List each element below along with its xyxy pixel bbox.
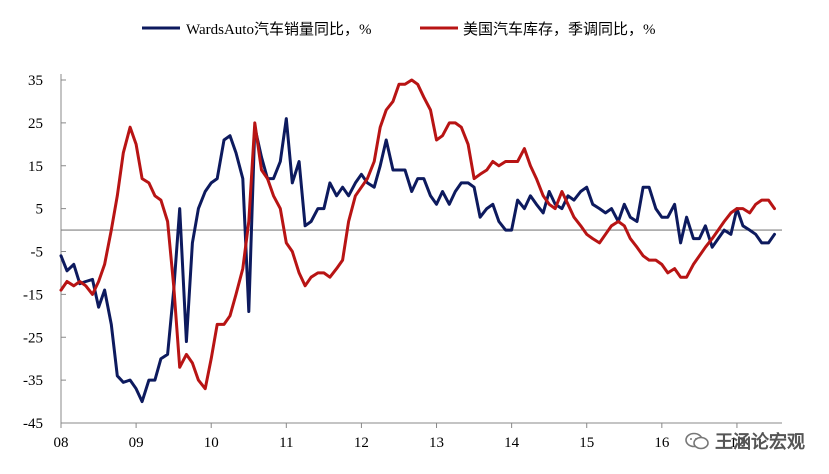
- x-tick-label: 15: [579, 435, 594, 451]
- x-tick-label: 11: [279, 435, 293, 451]
- x-tick-label: 08: [54, 435, 69, 451]
- x-tick-label: 17: [729, 435, 745, 451]
- x-tick-label: 16: [654, 435, 670, 451]
- y-tick-label: 15: [28, 159, 43, 175]
- series-line-1: [59, 117, 776, 404]
- wechat-icon: [685, 432, 709, 450]
- axes: 35 25 15 5 -5 -15 -25 -35 -45 08 09 10 11 12 13 14 15 16 1…: [23, 73, 782, 451]
- x-tick-label: 13: [429, 435, 444, 451]
- series-line-2: [59, 78, 776, 391]
- watermark: 王涵论宏观: [685, 428, 805, 454]
- series-group: [59, 78, 776, 404]
- y-tick-label: 5: [36, 202, 44, 218]
- x-tick-label: 09: [129, 435, 144, 451]
- x-tick-label: 12: [354, 435, 369, 451]
- y-tick-label: -45: [23, 416, 43, 432]
- y-tick-label: 25: [28, 116, 43, 132]
- legend: WardsAuto汽车销量同比，% 美国汽车库存，季调同比，%: [142, 21, 656, 38]
- y-tick-label: -15: [23, 287, 43, 303]
- y-tick-label: 35: [28, 73, 43, 89]
- watermark-text: 王涵论宏观: [715, 432, 805, 453]
- y-tick-label: -35: [23, 373, 43, 389]
- legend-label-2: 美国汽车库存，季调同比，%: [463, 21, 656, 38]
- x-tick-label: 14: [504, 435, 520, 451]
- x-tick-label: 10: [204, 435, 219, 451]
- y-tick-label: -25: [23, 330, 43, 346]
- y-tick-label: -5: [31, 245, 44, 261]
- legend-label-1: WardsAuto汽车销量同比，%: [186, 21, 371, 38]
